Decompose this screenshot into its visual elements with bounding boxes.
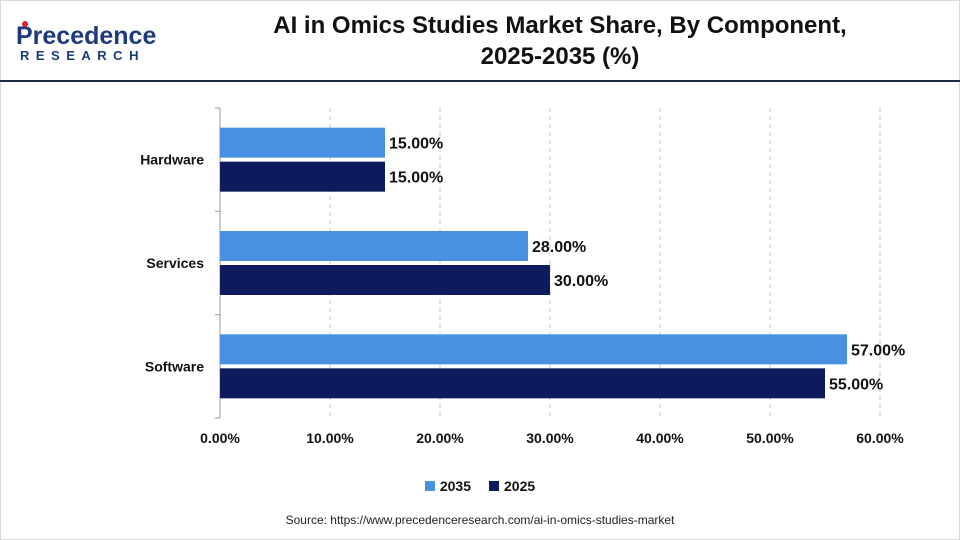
logo-dot-icon — [22, 21, 28, 27]
data-label-services-2025: 30.00% — [554, 273, 608, 290]
category-label-services: Services — [146, 255, 204, 271]
logo-sub: RESEARCH — [20, 48, 145, 63]
data-label-software-2035: 57.00% — [851, 342, 905, 359]
page-title: AI in Omics Studies Market Share, By Com… — [180, 10, 940, 72]
data-label-software-2025: 55.00% — [829, 376, 883, 393]
bar-hardware-2025 — [220, 161, 385, 192]
x-tick-label-6: 60.00% — [856, 430, 904, 446]
bar-services-2035 — [220, 231, 528, 261]
legend-item-2025: 2025 — [489, 478, 535, 494]
title-line-1: AI in Omics Studies Market Share, By Com… — [273, 12, 847, 39]
x-tick-label-1: 10.00% — [306, 430, 354, 446]
header-divider — [0, 80, 960, 82]
bar-hardware-2035 — [220, 127, 385, 158]
legend-swatch-2035 — [424, 481, 435, 491]
data-label-hardware-2035: 15.00% — [389, 136, 443, 153]
x-tick-label-4: 40.00% — [636, 430, 684, 446]
legend-label-2035: 2035 — [439, 478, 471, 494]
data-label-services-2035: 28.00% — [532, 239, 586, 256]
precedence-research-logo: Precedence RESEARCH — [16, 21, 156, 63]
bar-services-2025 — [220, 265, 550, 295]
title-line-2: 2025-2035 (%) — [480, 43, 640, 70]
data-label-hardware-2025: 15.00% — [389, 170, 443, 187]
x-tick-label-2: 20.00% — [416, 430, 464, 446]
source-note: Source: https://www.precedenceresearch.c… — [285, 513, 675, 527]
x-tick-label-5: 50.00% — [746, 430, 794, 446]
bar-chart: Hardware 15.00% 15.00% Services 28.00% 30.00%… — [140, 107, 905, 446]
category-label-hardware: Hardware — [140, 152, 204, 168]
logo-word: Precedence — [16, 22, 156, 50]
chart-legend: 2035 2025 — [0, 478, 960, 494]
x-tick-label-3: 30.00% — [526, 430, 574, 446]
bar-software-2035 — [220, 334, 847, 365]
category-label-software: Software — [145, 358, 204, 374]
legend-swatch-2025 — [489, 481, 499, 491]
bar-software-2025 — [220, 368, 825, 399]
legend-label-2025: 2025 — [504, 478, 536, 494]
legend-item-2035: 2035 — [424, 478, 471, 494]
x-tick-label-0: 0.00% — [200, 430, 240, 446]
